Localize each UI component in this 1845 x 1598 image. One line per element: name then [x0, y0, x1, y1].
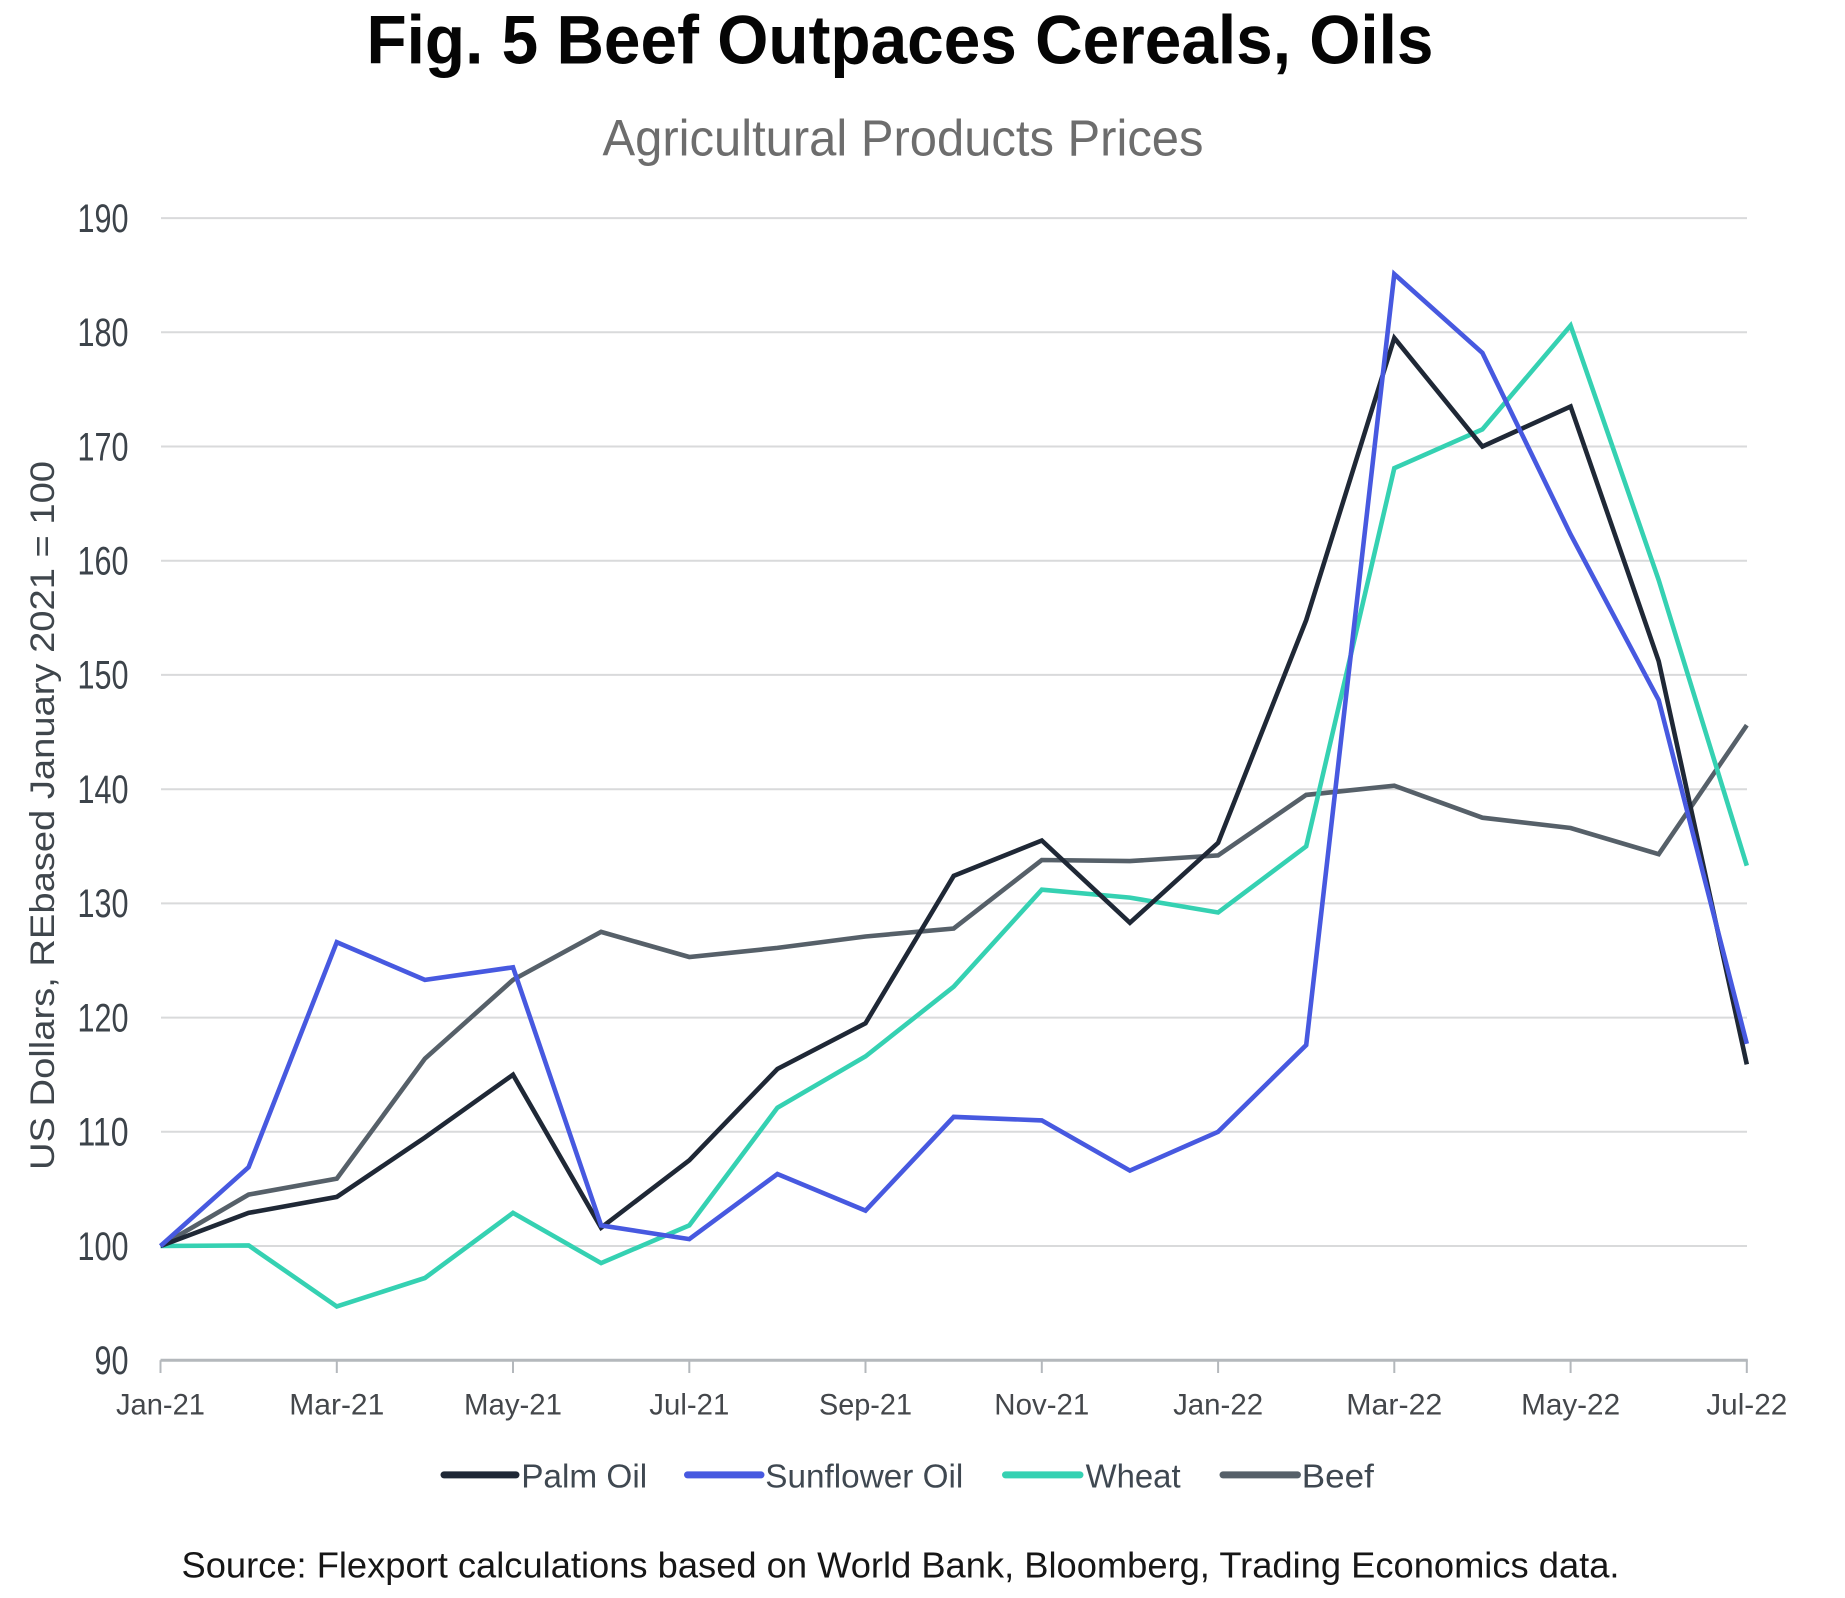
svg-text:Palm Oil: Palm Oil	[521, 1458, 647, 1495]
svg-text:Agricultural Products Prices: Agricultural Products Prices	[603, 110, 1204, 167]
svg-text:190: 190	[78, 197, 129, 241]
svg-text:Jan-21: Jan-21	[116, 1389, 205, 1422]
svg-text:Jul-21: Jul-21	[649, 1389, 729, 1422]
svg-text:May-21: May-21	[464, 1389, 562, 1422]
svg-text:100: 100	[78, 1225, 129, 1269]
svg-text:Sep-21: Sep-21	[819, 1389, 912, 1422]
svg-text:180: 180	[78, 311, 129, 355]
svg-text:May-22: May-22	[1521, 1389, 1620, 1422]
svg-text:90: 90	[95, 1339, 129, 1383]
svg-text:160: 160	[78, 540, 129, 584]
svg-text:Wheat: Wheat	[1086, 1458, 1182, 1495]
svg-text:Source: Flexport calculations: Source: Flexport calculations based on W…	[182, 1545, 1620, 1586]
svg-text:Jan-22: Jan-22	[1173, 1389, 1263, 1422]
svg-text:Mar-22: Mar-22	[1346, 1389, 1442, 1422]
svg-text:Nov-21: Nov-21	[994, 1389, 1089, 1422]
svg-text:110: 110	[78, 1111, 129, 1155]
svg-text:Beef: Beef	[1302, 1458, 1375, 1495]
svg-text:Fig. 5 Beef Outpaces Cereals,: Fig. 5 Beef Outpaces Cereals, Oils	[367, 2, 1434, 79]
svg-text:Mar-21: Mar-21	[289, 1389, 384, 1422]
svg-text:130: 130	[78, 882, 129, 926]
svg-text:Sunflower Oil: Sunflower Oil	[765, 1458, 963, 1495]
svg-text:150: 150	[78, 654, 129, 698]
svg-text:120: 120	[78, 996, 129, 1040]
svg-text:Jul-22: Jul-22	[1706, 1389, 1787, 1422]
svg-text:US Dollars, REbased January 20: US Dollars, REbased January 2021 = 100	[24, 461, 62, 1170]
svg-text:170: 170	[78, 425, 129, 469]
svg-text:140: 140	[78, 768, 129, 812]
